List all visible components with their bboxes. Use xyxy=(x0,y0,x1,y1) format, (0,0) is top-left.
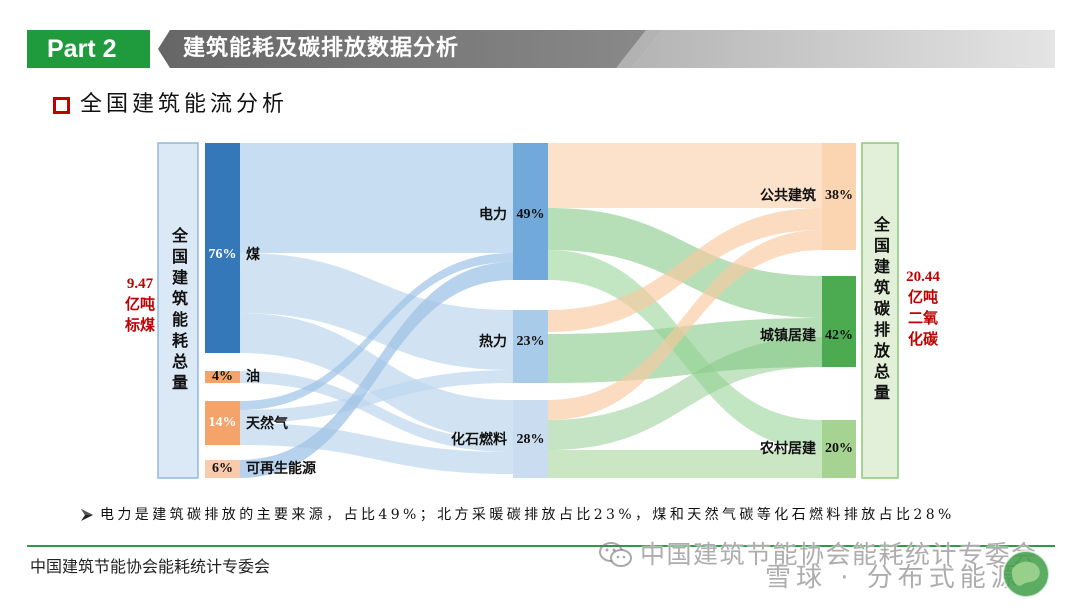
flow-bands xyxy=(240,143,822,478)
carrier-heat-name: 热力 xyxy=(479,334,507,350)
sector-node-public xyxy=(822,143,856,250)
flow-gas-to-electricity xyxy=(240,253,513,410)
right-total-value: 20.44 xyxy=(906,269,940,285)
left-total-label-box: 全国建筑能耗总量 xyxy=(158,143,198,478)
left-total-value: 9.47 xyxy=(126,276,154,292)
flow-gas-to-heat xyxy=(240,370,513,423)
sector-node-rural xyxy=(822,420,856,478)
sector-urban-name: 城镇居建 xyxy=(760,328,816,344)
part-label: Part 2 xyxy=(47,34,117,63)
wechat-icon xyxy=(599,542,632,567)
energy-flow-sankey xyxy=(157,142,899,479)
sector-urban-percent: 42% xyxy=(825,328,853,343)
flow-heat-to-public xyxy=(548,208,822,332)
flow-gas-to-fossil-fuel xyxy=(240,423,513,474)
sector-public-name: 公共建筑 xyxy=(760,188,816,204)
part-badge: Part 2 xyxy=(27,30,150,68)
banner-light-segment xyxy=(632,30,1055,68)
title-banner xyxy=(158,30,1055,68)
right-total-unit-line-3: 化碳 xyxy=(907,332,938,348)
carrier-electricity-name: 电力 xyxy=(479,207,507,223)
source-node-gas xyxy=(205,401,240,445)
flow-electricity-to-public xyxy=(548,143,822,208)
footer-divider xyxy=(27,545,1055,547)
sector-node-urban xyxy=(822,276,856,367)
source-node-renewable xyxy=(205,460,240,478)
association-logo xyxy=(1002,550,1050,598)
sector-rural-percent: 20% xyxy=(825,441,853,456)
flow-fossil-fuel-to-rural xyxy=(548,450,822,478)
carrier-node-fossil-fuel xyxy=(513,400,548,478)
page-title: 建筑能耗及碳排放数据分析 xyxy=(183,36,460,61)
red-square-bullet-icon xyxy=(53,97,70,114)
left-total-node xyxy=(157,142,199,479)
arrowhead-bullet-icon xyxy=(81,509,93,521)
source-node-oil xyxy=(205,371,240,383)
carrier-fossil-fuel-name: 化石燃料 xyxy=(451,432,507,448)
right-total-unit-line-1: 亿吨 xyxy=(907,290,938,306)
sector-public-percent: 38% xyxy=(825,188,853,203)
flow-renewable-to-electricity xyxy=(240,262,513,478)
watermark-platform: 雪球 · 分布式能源 xyxy=(765,563,1022,593)
source-oil-percent: 4% xyxy=(212,369,233,384)
carrier-fossil-fuel-percent: 28% xyxy=(516,432,545,447)
carrier-node-heat xyxy=(513,310,548,383)
source-coal-name: 煤 xyxy=(246,247,260,263)
source-oil-name: 油 xyxy=(246,369,260,385)
summary-note: 电力是建筑碳排放的主要来源，占比49%；北方采暖碳排放占比23%，煤和天然气碳等… xyxy=(100,507,955,523)
right-total-label: 全国建筑碳排放总量 xyxy=(871,216,890,405)
right-total-amount: 20.44 亿吨 二氧 化碳 xyxy=(893,267,953,351)
footer-organization: 中国建筑节能协会能耗统计专委会 xyxy=(30,557,271,576)
source-gas-name: 天然气 xyxy=(246,416,288,432)
sector-rural-name: 农村居建 xyxy=(760,441,816,457)
source-renewable-percent: 6% xyxy=(212,461,233,476)
flow-coal-to-heat xyxy=(240,253,513,370)
flow-electricity-to-rural xyxy=(548,250,822,450)
left-total-amount: 9.47 亿吨 标煤 xyxy=(110,274,170,337)
left-total-label: 全国建筑能耗总量 xyxy=(169,226,188,395)
source-node-coal xyxy=(205,143,240,353)
left-total-unit-line-1: 亿吨 xyxy=(124,297,155,313)
flow-coal-to-electricity xyxy=(240,143,513,253)
banner-dark-segment xyxy=(158,30,662,68)
flow-fossil-fuel-to-public xyxy=(548,230,822,420)
source-coal-percent: 76% xyxy=(208,247,237,262)
watermark-account: 中国建筑节能协会能耗统计专委会 xyxy=(640,540,1038,569)
carrier-heat-percent: 23% xyxy=(516,334,545,349)
right-total-node xyxy=(861,142,899,479)
carrier-node-electricity xyxy=(513,143,548,280)
source-gas-percent: 14% xyxy=(208,415,237,430)
banner-diagonal-stripe xyxy=(616,30,662,68)
right-total-unit-line-2: 二氧 xyxy=(907,311,938,327)
flow-oil-to-fossil-fuel xyxy=(240,371,513,452)
section-title: 全国建筑能流分析 xyxy=(80,92,289,117)
source-renewable-name: 可再生能源 xyxy=(246,461,316,477)
right-total-label-box: 全国建筑碳排放总量 xyxy=(862,143,898,478)
left-total-unit-line-2: 标煤 xyxy=(124,318,155,334)
flow-fossil-fuel-to-urban xyxy=(548,337,822,450)
carrier-electricity-percent: 49% xyxy=(516,207,545,222)
